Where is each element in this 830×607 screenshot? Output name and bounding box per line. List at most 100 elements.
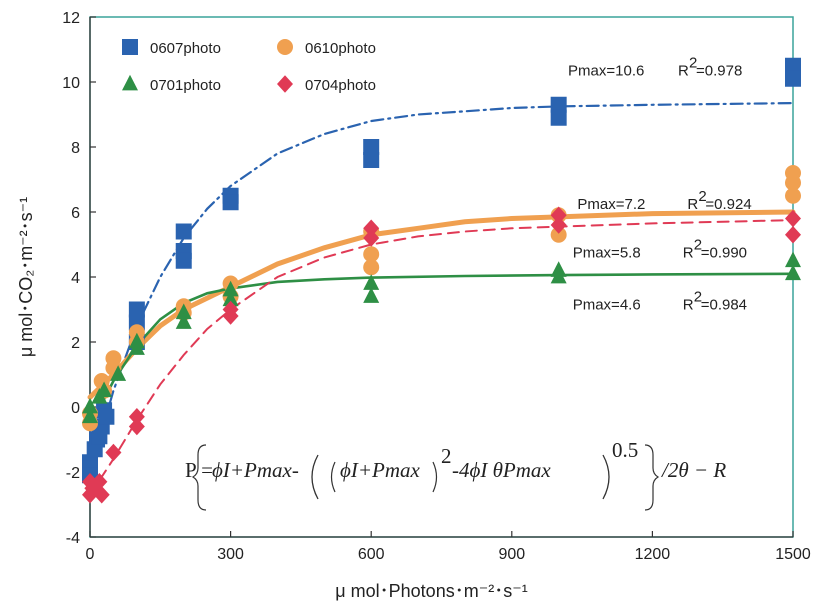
data-point-0701photo [96,381,113,398]
annotation-r2-value: =0.984 [701,297,747,314]
data-point-0704photo [128,407,145,426]
x-tick-label: 900 [498,546,525,563]
data-point-0704photo [363,229,380,247]
data-point-0701photo [110,365,127,381]
data-point-0610photo [785,174,801,191]
data-point-0607photo [550,109,567,126]
data-point-0701photo [785,264,801,281]
x-tick-label: 1200 [635,546,671,563]
data-point-0607photo [363,139,380,155]
data-point-0701photo [222,290,239,307]
data-point-0701photo [82,407,98,424]
y-tick-label: 12 [62,10,80,27]
fit-curve-0607photo [88,102,795,474]
data-point-0704photo [550,216,567,234]
annotation-r2-value: =0.978 [696,63,742,80]
equation-phi-pmax-inner: ϕI+Pmax [340,458,421,482]
data-point-0701photo [82,397,98,414]
y-tick-label: 4 [71,270,80,287]
data-point-0607photo [222,194,239,211]
data-point-0607photo [363,152,380,168]
annotation-r2-label: R [678,63,689,80]
equation-left-brace [191,444,207,511]
equation-exponent-half: 0.5 [612,438,638,462]
data-point-0607photo [785,70,801,87]
y-tick-label: 6 [71,205,80,222]
annotation-r2-superscript: 2 [689,55,697,72]
y-tick-label: -2 [66,465,80,482]
legend-marker-0610photo [277,39,293,55]
x-tick-label: 600 [358,546,385,563]
equation-phi-pmax: ϕI+Pmax- [212,458,299,482]
annotation-pmax: Pmax=5.8 [573,245,641,262]
equation-lhs: P = [185,458,213,482]
y-tick-label: 8 [71,140,80,157]
data-point-0610photo [363,246,380,263]
equation-outer-close-paren [602,454,610,500]
legend-label: 0701photo [150,77,221,94]
data-point-0701photo [363,287,380,303]
data-point-0607photo [175,223,192,240]
annotation-r2-superscript: 2 [698,188,706,205]
data-point-0607photo [128,301,145,318]
x-tick-label: 300 [217,546,244,563]
data-point-0701photo [550,267,567,284]
data-point-0610photo [550,226,567,243]
data-point-0607photo [175,252,192,269]
data-point-0704photo [222,307,239,325]
data-point-0607photo [98,408,115,425]
data-point-0701photo [222,280,239,297]
data-point-0701photo [363,274,380,290]
data-point-0701photo [785,251,801,268]
data-point-0704photo [550,206,567,225]
legend-label: 0610photo [305,40,376,57]
data-point-0704photo [93,485,110,504]
equation-right-brace [644,444,660,511]
legend-marker-0701photo [122,74,138,91]
data-point-0607photo [550,96,567,113]
data-point-0704photo [128,417,145,436]
data-point-0701photo [175,313,192,329]
equation-tail: /2θ − R [661,458,726,482]
x-tick-label: 1500 [775,546,811,563]
annotation-r2-superscript: 2 [694,289,702,306]
data-point-0607photo [785,57,801,74]
annotation-pmax: Pmax=4.6 [573,297,641,314]
legend-marker-0704photo [277,75,293,93]
equation-inner-open-paren [330,461,336,493]
y-tick-label: 2 [71,335,80,352]
y-tick-label: -4 [66,530,80,547]
x-tick-label: 0 [86,546,95,563]
annotation-pmax: Pmax=7.2 [577,196,645,213]
equation-outer-open-paren [311,454,319,500]
equation-inner-close-paren [432,461,438,493]
data-point-0704photo [785,225,801,244]
legend-marker-0607photo [122,39,138,55]
x-axis-title: μ mol･Photons･m⁻²･s⁻¹ [335,581,527,601]
data-point-0704photo [785,209,801,228]
data-point-0704photo [363,219,380,238]
legend-label: 0704photo [305,77,376,94]
equation-exponent-two: 2 [441,444,452,468]
y-axis-title: μ mol･CO₂･m⁻²･s⁻¹ [16,197,36,357]
legend-label: 0607photo [150,40,221,57]
y-tick-label: 10 [62,75,80,92]
fit-curve-0704photo [89,219,794,496]
data-point-0610photo [785,187,801,204]
annotation-r2-value: =0.990 [701,245,747,262]
annotation-pmax: Pmax=10.6 [568,63,644,80]
annotation-r2-value: =0.924 [705,196,751,213]
annotation-r2-label: R [687,196,698,213]
data-point-0701photo [175,303,192,320]
data-point-0701photo [128,339,145,355]
equation-minus-four: -4ϕI θPmax [452,458,551,482]
annotation-r2-superscript: 2 [694,237,702,254]
data-point-0610photo [363,259,380,276]
annotation-r2-label: R [683,245,694,262]
data-point-0704photo [91,472,108,491]
data-point-0704photo [105,443,122,462]
annotation-r2-label: R [683,297,694,314]
y-tick-label: 0 [71,400,80,417]
